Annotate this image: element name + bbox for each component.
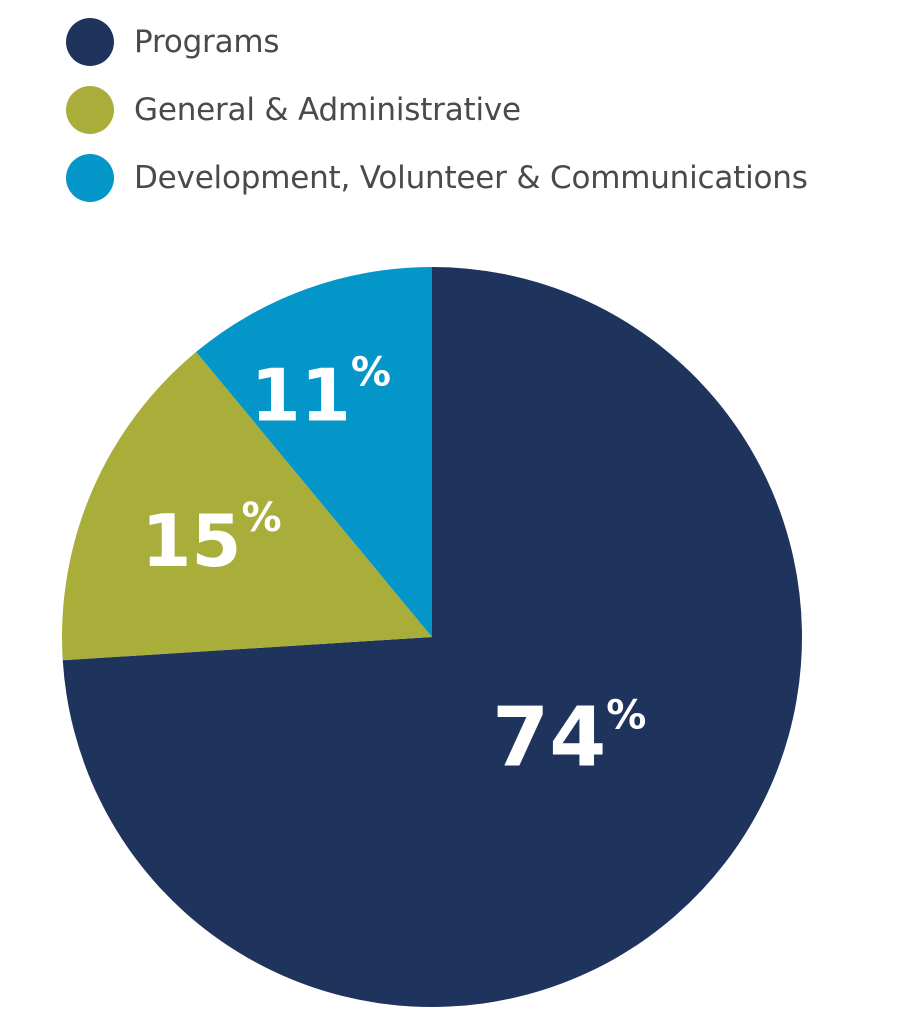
pie-label-programs: 74% bbox=[492, 691, 646, 786]
legend-label-general-administrative: General & Administrative bbox=[134, 92, 521, 128]
legend-label-programs: Programs bbox=[134, 24, 280, 60]
legend-swatch-programs bbox=[66, 18, 114, 66]
legend-item-programs: Programs bbox=[66, 14, 808, 70]
pie-label-development-volunteer-communications: 11% bbox=[251, 349, 391, 437]
pie-slices bbox=[61, 267, 803, 1008]
legend-label-development: Development, Volunteer & Communications bbox=[134, 160, 808, 196]
pie-slice-general-administrative bbox=[61, 351, 432, 661]
pie-label-value: 74 bbox=[492, 691, 606, 786]
pie-label-percent-sign: % bbox=[351, 349, 391, 395]
legend-swatch-general-administrative bbox=[66, 86, 114, 134]
pie-slice-labels: 74%15%11% bbox=[141, 349, 646, 786]
legend-item-development: Development, Volunteer & Communications bbox=[66, 150, 808, 206]
pie-slice-development-volunteer-communications bbox=[196, 267, 432, 637]
legend-item-general-administrative: General & Administrative bbox=[66, 82, 808, 138]
chart-legend: Programs General & Administrative Develo… bbox=[66, 14, 808, 218]
pie-slice-programs bbox=[62, 267, 803, 1008]
legend-swatch-development bbox=[66, 154, 114, 202]
pie-label-percent-sign: % bbox=[242, 495, 282, 541]
pie-label-value: 15 bbox=[141, 498, 241, 582]
pie-label-percent-sign: % bbox=[606, 692, 646, 738]
pie-label-value: 11 bbox=[251, 353, 351, 437]
pie-label-general-administrative: 15% bbox=[141, 495, 281, 583]
